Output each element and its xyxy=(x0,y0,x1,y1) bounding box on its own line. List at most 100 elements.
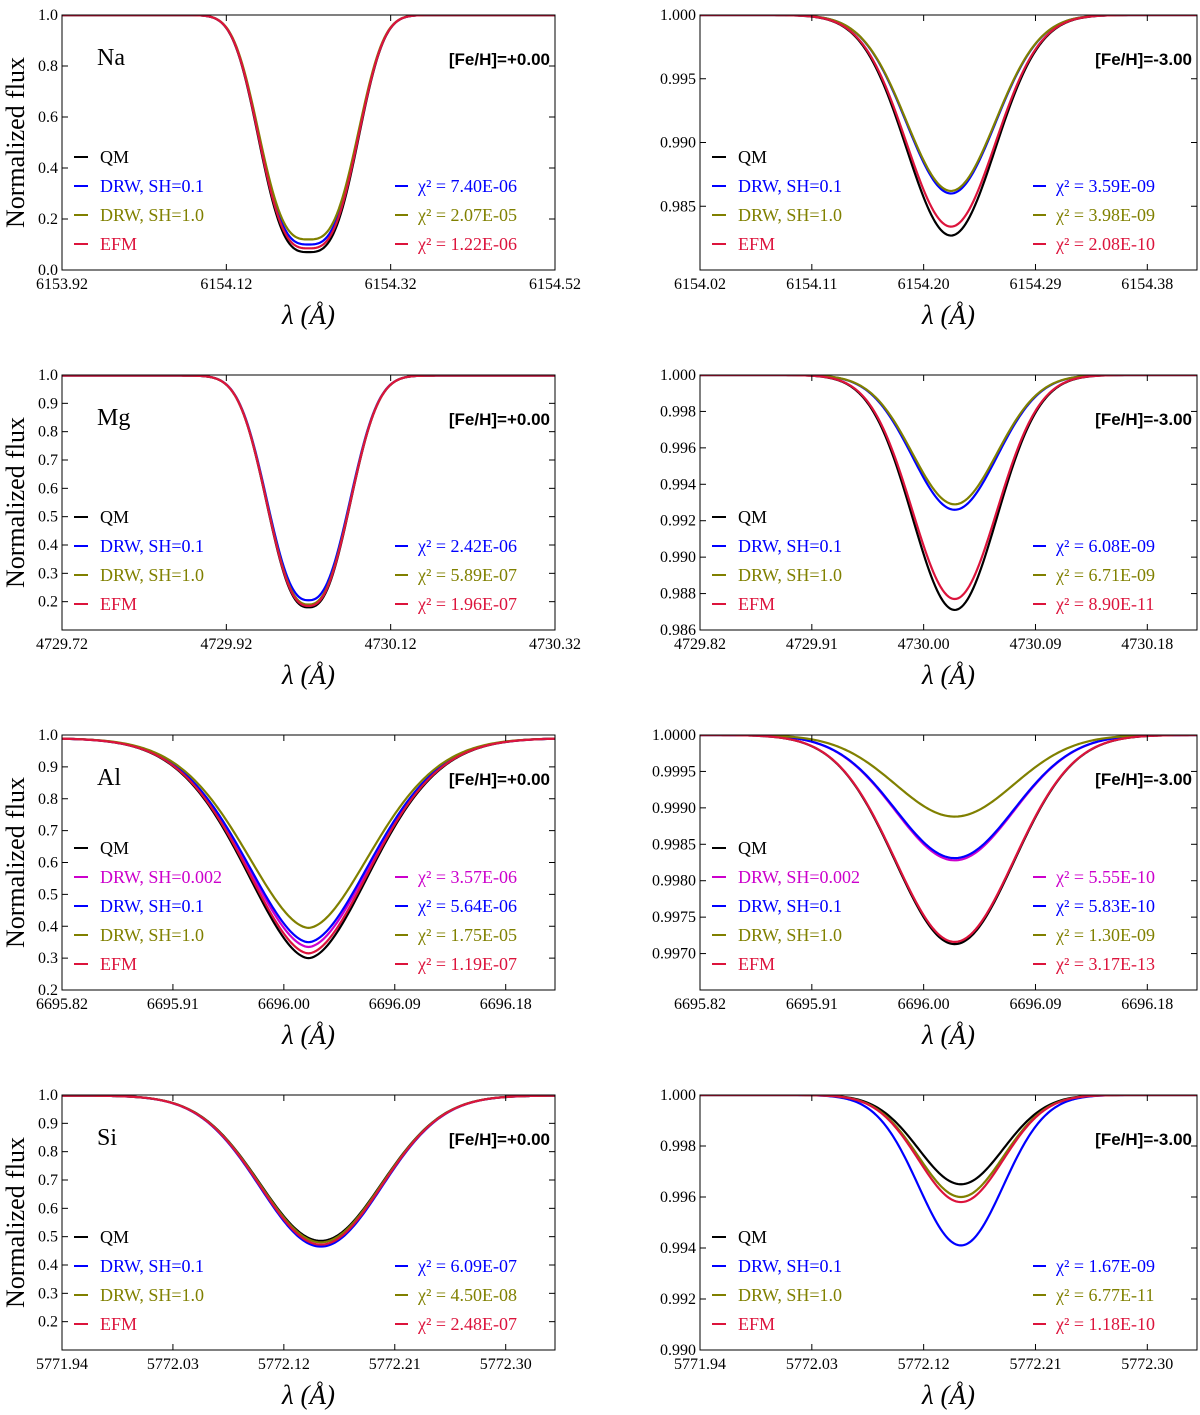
axes-frame xyxy=(61,1094,556,1351)
y-tick-label: 0.6 xyxy=(38,855,58,872)
y-tick-label: 0.994 xyxy=(660,1240,696,1257)
line-efm xyxy=(62,737,555,955)
x-tick-label: 4729.91 xyxy=(786,636,838,653)
legend-entry-efm: EFM xyxy=(738,954,775,974)
x-tick-label: 6154.02 xyxy=(674,276,726,293)
line-drw01 xyxy=(700,1095,1197,1247)
panel-metal-poor-1: 6154.02 6154.11 6154.20 6154.29 6154.38 0.985… xyxy=(660,7,1198,330)
y-tick-label: 0.9 xyxy=(38,1115,58,1132)
axes-frame xyxy=(699,1094,1198,1351)
chi2-label-drw01: χ² = 1.67E-09 xyxy=(1055,1256,1155,1276)
y-tick-label: 0.7 xyxy=(38,452,58,469)
chi2-label-drw01: χ² = 7.40E-06 xyxy=(417,176,517,196)
line-efm xyxy=(700,735,1197,944)
y-tick-label: 0.9985 xyxy=(652,836,696,853)
legend-entry-drw01: DRW, SH=0.1 xyxy=(738,176,842,196)
panel-metal-poor-3: 4729.82 4729.91 4730.00 4730.09 4730.18 0.986… xyxy=(660,367,1198,690)
legend-entry-drw0002: DRW, SH=0.002 xyxy=(100,867,222,887)
chi2-label-drw10: χ² = 1.75E-05 xyxy=(417,925,517,945)
y-tick-label: 0.998 xyxy=(660,403,696,420)
chi2-label-drw01: χ² = 2.42E-06 xyxy=(417,536,517,556)
y-tick-label: 0.3 xyxy=(38,565,58,582)
axes-frame xyxy=(699,734,1198,991)
y-tick-label: 0.990 xyxy=(660,549,696,566)
x-tick-label: 6696.00 xyxy=(258,996,310,1013)
curves xyxy=(62,1095,555,1248)
legend-entry-drw01: DRW, SH=0.1 xyxy=(738,896,842,916)
legend-entry-efm: EFM xyxy=(738,594,775,614)
y-tick-label: 0.990 xyxy=(660,135,696,152)
x-tick-label: 6696.09 xyxy=(369,996,421,1013)
x-tick-label: 6696.00 xyxy=(898,996,950,1013)
legend-entry-efm: EFM xyxy=(100,1314,137,1334)
y-tick-label: 0.5 xyxy=(38,886,58,903)
y-axis-label: Normalized flux xyxy=(1,417,30,588)
x-tick-label: 6154.20 xyxy=(898,276,950,293)
y-tick-label: 0.994 xyxy=(660,476,696,493)
y-tick-label: 0.4 xyxy=(38,537,58,554)
chi2-label-drw10: χ² = 6.71E-09 xyxy=(1055,565,1155,585)
x-tick-label: 5772.12 xyxy=(258,1356,310,1373)
y-tick-label: 1.0 xyxy=(38,7,58,24)
x-tick-label: 6695.82 xyxy=(36,996,88,1013)
legend-entry-qm: QM xyxy=(738,838,767,858)
chi2-label-drw01: χ² = 5.83E-10 xyxy=(1055,896,1155,916)
y-tick-label: 1.000 xyxy=(660,1087,696,1104)
line-drw01 xyxy=(62,1095,555,1248)
chi2-label-drw10: χ² = 1.30E-09 xyxy=(1055,925,1155,945)
chi2-label-efm: χ² = 8.90E-11 xyxy=(1055,594,1154,614)
x-axis-label: λ (Å) xyxy=(921,300,975,330)
legend-entry-drw0002: DRW, SH=0.002 xyxy=(738,867,860,887)
chi2-label-drw01: χ² = 6.09E-07 xyxy=(417,1256,517,1276)
legend-entry-qm: QM xyxy=(100,147,129,167)
legend-entry-qm: QM xyxy=(100,1227,129,1247)
x-axis-label: λ (Å) xyxy=(921,1380,975,1410)
x-tick-label: 6695.91 xyxy=(147,996,199,1013)
y-tick-label: 0.988 xyxy=(660,586,696,603)
line-drw01 xyxy=(700,735,1197,860)
y-tick-label: 1.0 xyxy=(38,367,58,384)
x-tick-label: 4729.82 xyxy=(674,636,726,653)
x-tick-label: 6154.38 xyxy=(1121,276,1173,293)
metallicity-label: [Fe/H]=-3.00 xyxy=(1095,410,1192,429)
legend-entry-efm: EFM xyxy=(100,954,137,974)
x-tick-label: 4729.92 xyxy=(200,636,252,653)
legend-entry-drw10: DRW, SH=1.0 xyxy=(738,925,842,945)
y-tick-label: 0.5 xyxy=(38,1229,58,1246)
y-tick-label: 0.3 xyxy=(38,1285,58,1302)
y-tick-label: 0.990 xyxy=(660,1342,696,1359)
legend-entry-drw10: DRW, SH=1.0 xyxy=(738,205,842,225)
line-drw10 xyxy=(62,1095,555,1244)
chi2-label-drw10: χ² = 6.77E-11 xyxy=(1055,1285,1154,1305)
y-tick-label: 1.000 xyxy=(660,7,696,24)
y-tick-label: 1.0 xyxy=(38,1087,58,1104)
x-tick-label: 5772.21 xyxy=(369,1356,421,1373)
panel-metal-poor-7: 5771.94 5772.03 5772.12 5772.21 5772.30 0.990… xyxy=(660,1087,1198,1410)
x-axis-label: λ (Å) xyxy=(281,300,335,330)
x-axis-label: λ (Å) xyxy=(921,1020,975,1050)
line-drw01 xyxy=(700,15,1197,195)
x-tick-label: 6154.12 xyxy=(200,276,252,293)
chi2-label-drw01: χ² = 6.08E-09 xyxy=(1055,536,1155,556)
line-qm xyxy=(700,15,1197,237)
y-tick-label: 0.2 xyxy=(38,1314,58,1331)
panel-Mg-2: 4729.72 4729.92 4730.12 4730.32 0.2 0.3 0.4 0.5… xyxy=(1,367,581,690)
axes-frame xyxy=(61,374,556,631)
element-label: Al xyxy=(97,765,121,791)
chi2-label-drw0002: χ² = 5.55E-10 xyxy=(1055,867,1155,887)
x-axis-label: λ (Å) xyxy=(281,1380,335,1410)
legend-entry-drw01: DRW, SH=0.1 xyxy=(100,176,204,196)
y-tick-label: 0.2 xyxy=(38,594,58,611)
x-tick-label: 6154.52 xyxy=(529,276,581,293)
x-tick-label: 6696.09 xyxy=(1009,996,1061,1013)
chi2-label-efm: χ² = 3.17E-13 xyxy=(1055,954,1155,974)
chi2-label-drw10: χ² = 3.98E-09 xyxy=(1055,205,1155,225)
legend-entry-drw10: DRW, SH=1.0 xyxy=(100,1285,204,1305)
y-tick-label: 0.8 xyxy=(38,1144,58,1161)
y-tick-label: 0.2 xyxy=(38,211,58,228)
y-tick-label: 0.998 xyxy=(660,1138,696,1155)
x-tick-label: 5771.94 xyxy=(674,1356,726,1373)
chi2-label-efm: χ² = 1.96E-07 xyxy=(417,594,517,614)
y-tick-label: 0.7 xyxy=(38,823,58,840)
